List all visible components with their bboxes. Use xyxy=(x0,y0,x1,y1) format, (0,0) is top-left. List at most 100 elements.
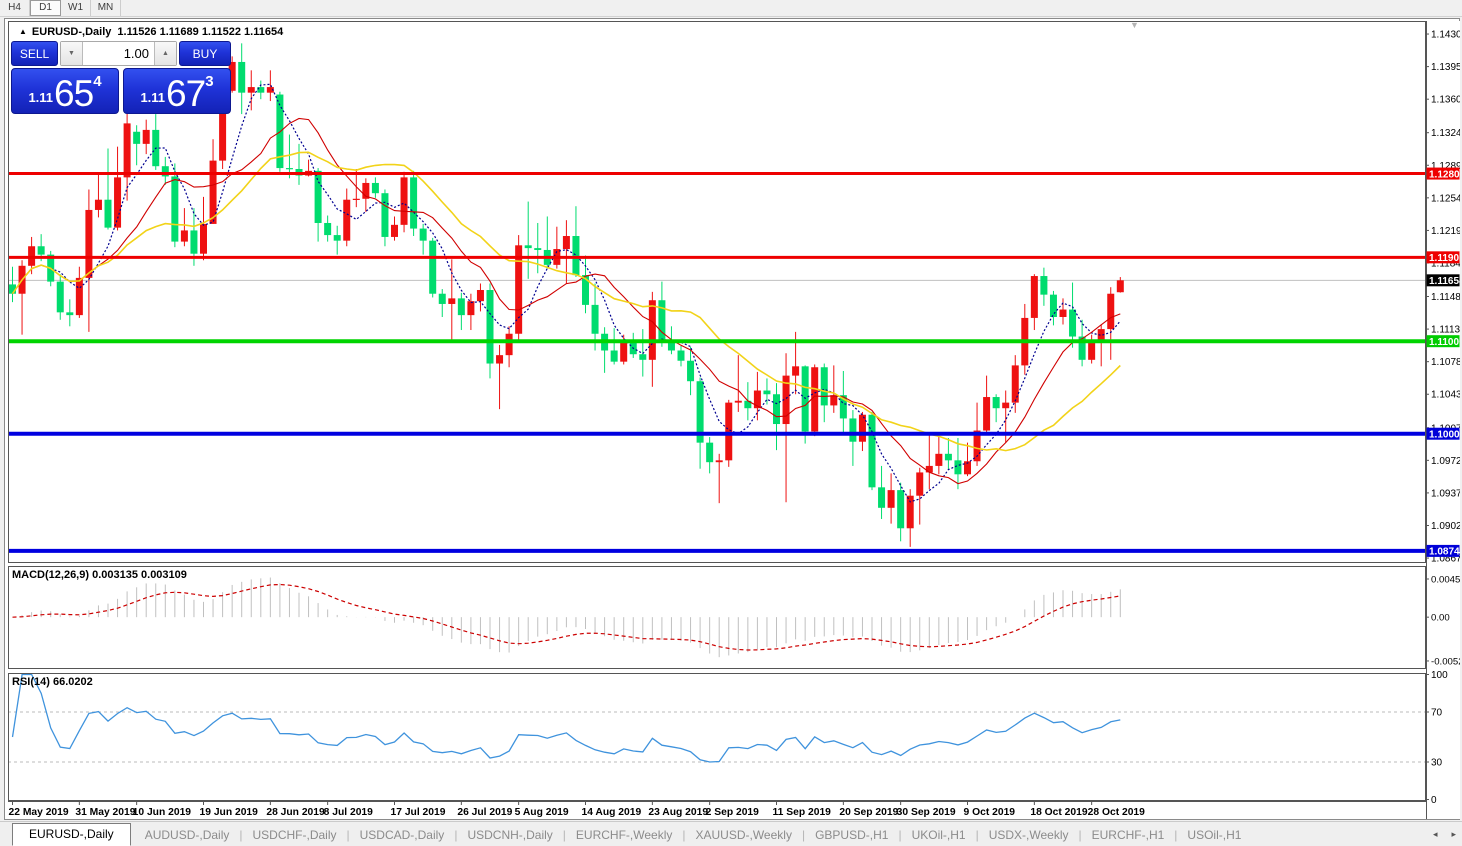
svg-text:22 May 2019: 22 May 2019 xyxy=(9,807,69,818)
tab-audusd-daily[interactable]: AUDUSD-,Daily xyxy=(144,827,230,842)
price-axis[interactable]: 1.14300 1.13950 1.13600 1.13240 1.12890 1.125… xyxy=(1426,21,1460,819)
tab-scroll-left-icon[interactable]: ◂ xyxy=(1432,829,1438,839)
tab-separator: | xyxy=(682,827,686,842)
tab-usdcad-daily[interactable]: USDCAD-,Daily xyxy=(359,827,445,842)
buy-price-big-digits: 67 xyxy=(166,72,206,114)
svg-text:14 Aug 2019: 14 Aug 2019 xyxy=(582,807,642,818)
macd-pane[interactable] xyxy=(8,566,1426,669)
svg-text:-0.005205: -0.005205 xyxy=(1431,656,1460,667)
chart-ohlc-values: 1.11526 1.11689 1.11522 1.11654 xyxy=(117,26,284,38)
svg-text:17 Jul 2019: 17 Jul 2019 xyxy=(391,807,446,818)
timeframe-button-h4[interactable]: H4 xyxy=(0,0,30,16)
svg-text:20 Sep 2019: 20 Sep 2019 xyxy=(839,807,898,818)
timeframe-button-mn[interactable]: MN xyxy=(91,0,121,16)
svg-text:9 Oct 2019: 9 Oct 2019 xyxy=(964,807,1016,818)
chart-shift-marker-icon[interactable]: ▼ xyxy=(1130,20,1139,30)
collapse-arrow-icon[interactable]: ▲ xyxy=(19,27,27,36)
svg-text:18 Oct 2019: 18 Oct 2019 xyxy=(1030,807,1088,818)
buy-button[interactable]: BUY xyxy=(179,41,231,66)
svg-text:1.11000: 1.11000 xyxy=(1429,337,1460,348)
tab-separator: | xyxy=(239,827,243,842)
sell-button[interactable]: SELL xyxy=(11,41,58,66)
ma-10-line xyxy=(12,117,1121,485)
tab-usdchf-daily[interactable]: USDCHF-,Daily xyxy=(252,827,337,842)
svg-text:1.10780: 1.10780 xyxy=(1431,357,1460,368)
svg-text:1.08670: 1.08670 xyxy=(1431,554,1460,565)
svg-text:30: 30 xyxy=(1431,758,1443,769)
tab-scroll-arrows: ◂ ▸ xyxy=(1433,822,1456,846)
rsi-line xyxy=(11,673,1121,763)
svg-text:11 Sep 2019: 11 Sep 2019 xyxy=(773,807,832,818)
tab-gbpusd-h1[interactable]: GBPUSD-,H1 xyxy=(815,827,889,842)
sell-price-button[interactable]: 1.11 65 4 xyxy=(11,68,119,114)
tab-eurchf-h1[interactable]: EURCHF-,H1 xyxy=(1091,827,1165,842)
volume-decrease-button[interactable]: ▼ xyxy=(61,42,83,65)
svg-text:1.11840: 1.11840 xyxy=(1431,259,1460,270)
svg-text:1.12190: 1.12190 xyxy=(1431,226,1460,237)
tab-xauusd-weekly[interactable]: XAUUSD-,Weekly xyxy=(695,827,792,842)
svg-text:23 Aug 2019: 23 Aug 2019 xyxy=(648,807,708,818)
tab-separator: | xyxy=(975,827,979,842)
svg-text:1.11480: 1.11480 xyxy=(1431,292,1460,303)
chart-tab-bar: EURUSD-,Daily AUDUSD-,Daily | USDCHF-,Daily… xyxy=(0,821,1462,846)
volume-input[interactable]: 1.00 xyxy=(123,46,149,61)
tab-separator: | xyxy=(1078,827,1082,842)
sell-price-big-digits: 65 xyxy=(54,72,94,114)
volume-increase-button[interactable]: ▲ xyxy=(154,42,176,65)
tab-usoil-h1[interactable]: USOil-,H1 xyxy=(1187,827,1242,842)
sell-price-prefix: 1.11 xyxy=(28,90,54,105)
rsi-axis-labels: 100 70 30 0 xyxy=(1426,670,1448,806)
buy-price-prefix: 1.11 xyxy=(140,90,166,105)
svg-text:1.11130: 1.11130 xyxy=(1431,325,1460,336)
svg-text:28 Oct 2019: 28 Oct 2019 xyxy=(1088,807,1146,818)
svg-text:1.11654: 1.11654 xyxy=(1429,276,1460,287)
svg-text:8 Jul 2019: 8 Jul 2019 xyxy=(324,807,374,818)
svg-text:30 Sep 2019: 30 Sep 2019 xyxy=(897,807,956,818)
chart-title: ▲ EURUSD-,Daily 1.11526 1.11689 1.11522 1.… xyxy=(19,26,283,38)
ma-5-line xyxy=(12,83,1121,503)
svg-text:0: 0 xyxy=(1431,795,1437,806)
svg-text:19 Jun 2019: 19 Jun 2019 xyxy=(200,807,259,818)
rsi-pane[interactable] xyxy=(8,673,1426,801)
svg-text:1.12540: 1.12540 xyxy=(1431,193,1460,204)
svg-text:2 Sep 2019: 2 Sep 2019 xyxy=(706,807,760,818)
svg-text:28 Jun 2019: 28 Jun 2019 xyxy=(266,807,325,818)
rsi-indicator-label: RSI(14) 66.0202 xyxy=(12,676,93,688)
svg-text:1.12890: 1.12890 xyxy=(1431,161,1460,172)
svg-text:26 Jul 2019: 26 Jul 2019 xyxy=(457,807,512,818)
horizontal-level-lines[interactable] xyxy=(8,172,1426,553)
svg-text:1.13950: 1.13950 xyxy=(1431,62,1460,73)
timeframe-toolbar: H4 D1 W1 MN xyxy=(0,0,1462,17)
tab-eurchf-weekly[interactable]: EURCHF-,Weekly xyxy=(575,827,673,842)
timeframe-button-d1[interactable]: D1 xyxy=(30,0,61,16)
chart-symbol-label: EURUSD-,Daily xyxy=(31,26,112,38)
tab-usdcnh-daily[interactable]: USDCNH-,Daily xyxy=(467,827,553,842)
tab-usdx-weekly[interactable]: USDX-,Weekly xyxy=(988,827,1069,842)
buy-price-button[interactable]: 1.11 67 3 xyxy=(123,68,231,114)
one-click-trade-panel: SELL ▼ 1.00 ▲ BUY 1.11 65 4 1.11 67 3 xyxy=(11,41,231,114)
timeframe-button-w1[interactable]: W1 xyxy=(61,0,91,16)
svg-text:1.08747: 1.08747 xyxy=(1429,547,1460,558)
tab-scroll-right-icon[interactable]: ▸ xyxy=(1451,829,1456,839)
svg-text:1.10006: 1.10006 xyxy=(1429,430,1460,441)
svg-text:1.10430: 1.10430 xyxy=(1431,390,1460,401)
svg-text:10 Jun 2019: 10 Jun 2019 xyxy=(133,807,192,818)
candlesticks-layer xyxy=(9,43,1124,547)
svg-text:5 Aug 2019: 5 Aug 2019 xyxy=(515,807,569,818)
volume-spinner: ▼ 1.00 ▲ xyxy=(60,41,177,66)
svg-text:1.09720: 1.09720 xyxy=(1431,456,1460,467)
price-chart-pane[interactable] xyxy=(8,21,1426,563)
macd-histogram xyxy=(21,577,1121,658)
svg-text:31 May 2019: 31 May 2019 xyxy=(75,807,135,818)
tab-ukoil-h1[interactable]: UKOil-,H1 xyxy=(911,827,966,842)
macd-indicator-label: MACD(12,26,9) 0.003135 0.003109 xyxy=(12,569,187,581)
svg-text:0.00: 0.00 xyxy=(1431,613,1450,624)
tab-eurusd-daily[interactable]: EURUSD-,Daily xyxy=(12,823,131,846)
svg-text:100: 100 xyxy=(1431,670,1448,681)
macd-signal-line xyxy=(12,583,1121,651)
macd-axis-labels: 0.004536 0.00 -0.005205 xyxy=(1426,574,1460,667)
